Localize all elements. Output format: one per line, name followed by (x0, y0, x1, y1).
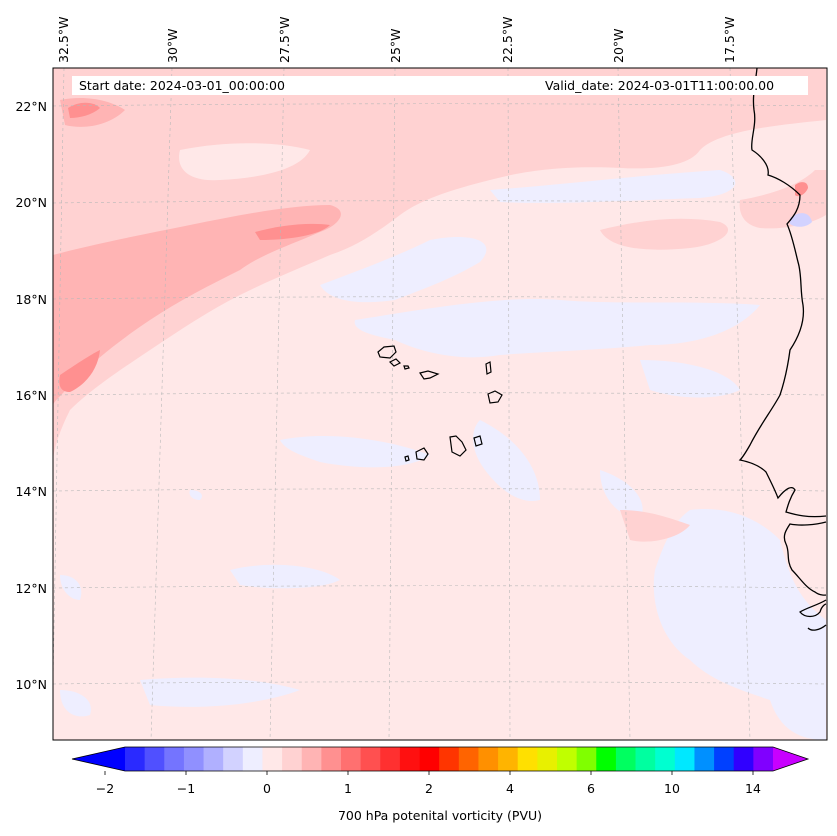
colorbar-tick-label: 0 (263, 781, 271, 796)
colorbar-segment (674, 747, 695, 771)
colorbar-tick-label: 10 (664, 781, 680, 796)
colorbar-segment (557, 747, 578, 771)
lat-label: 12°N (15, 581, 47, 596)
colorbar-ticks (104, 771, 754, 775)
colorbar-extend-min (72, 747, 125, 771)
colorbar-segment (164, 747, 185, 771)
colorbar-segment (183, 747, 204, 771)
lat-label: 10°N (15, 677, 47, 692)
colorbar-segment (478, 747, 499, 771)
map-panel (53, 68, 827, 740)
colorbar-segment (635, 747, 656, 771)
colorbar-segment (203, 747, 224, 771)
graticule (53, 68, 827, 740)
colorbar-segment (360, 747, 381, 771)
lon-label: 20°W (611, 28, 626, 63)
colorbar-segment (439, 747, 460, 771)
colorbar-segment (262, 747, 283, 771)
colorbar-segment (733, 747, 754, 771)
pv-high-positive-regions (59, 102, 808, 392)
lon-label: 22.5°W (500, 17, 515, 63)
lat-label: 22°N (15, 99, 47, 114)
lon-label: 30°W (165, 28, 180, 63)
colorbar-segment (753, 747, 774, 771)
lat-label: 18°N (15, 292, 47, 307)
lat-label: 16°N (15, 388, 47, 403)
colorbar-tick-label: 1 (344, 781, 352, 796)
colorbar-tick-label: 14 (745, 781, 761, 796)
colorbar-segment (282, 747, 303, 771)
colorbar-segment (380, 747, 401, 771)
colorbar-segment (498, 747, 519, 771)
colorbar-tick-label: −1 (176, 781, 196, 796)
colorbar-segment (419, 747, 440, 771)
colorbar-segment (596, 747, 617, 771)
colorbar-segment (615, 747, 636, 771)
colorbar (71, 746, 810, 772)
coastline (738, 68, 827, 631)
colorbar-label: 700 hPa potenital vorticity (PVU) (337, 808, 543, 823)
colorbar-segment (694, 747, 715, 771)
pv-near-zero-region (179, 143, 310, 181)
cape-verde-islands (377, 345, 503, 462)
lat-label: 14°N (15, 484, 47, 499)
colorbar-segment (537, 747, 558, 771)
lat-label: 20°N (15, 195, 47, 210)
colorbar-segment (223, 747, 244, 771)
colorbar-segment (399, 747, 420, 771)
lon-label: 25°W (388, 28, 403, 63)
colorbar-tick-label: 6 (587, 781, 595, 796)
lon-label: 17.5°W (722, 17, 737, 63)
latitude-labels: 22°N 20°N 18°N 16°N 14°N 12°N 10°N (15, 99, 47, 692)
colorbar-segment (517, 747, 538, 771)
start-date-label: Start date: 2024-03-01_00:00:00 (72, 76, 542, 95)
colorbar-segment (341, 747, 362, 771)
colorbar-segment (714, 747, 735, 771)
pv-negative-regions (60, 170, 826, 740)
pv-low-negative-region (790, 213, 812, 227)
colorbar-segment (458, 747, 479, 771)
colorbar-tick-label: −2 (95, 781, 115, 796)
colorbar-segment (125, 747, 146, 771)
colorbar-tick-label: 2 (425, 781, 433, 796)
lon-label: 27.5°W (277, 17, 292, 63)
colorbar-tick-label: 4 (506, 781, 514, 796)
colorbar-extend-max (773, 747, 808, 771)
lon-label: 32.5°W (56, 17, 71, 63)
colorbar-segment (144, 747, 165, 771)
colorbar-segment (576, 747, 597, 771)
valid-date-label: Valid_date: 2024-03-01T11:00:00.00 (540, 76, 808, 95)
colorbar-segment (301, 747, 322, 771)
colorbar-outline (71, 746, 810, 772)
map-frame (52, 67, 828, 741)
colorbar-segment (655, 747, 676, 771)
colorbar-segment (321, 747, 342, 771)
colorbar-segment (242, 747, 263, 771)
longitude-labels: 32.5°W 30°W 27.5°W 25°W 22.5°W 20°W 17.5… (56, 17, 737, 63)
